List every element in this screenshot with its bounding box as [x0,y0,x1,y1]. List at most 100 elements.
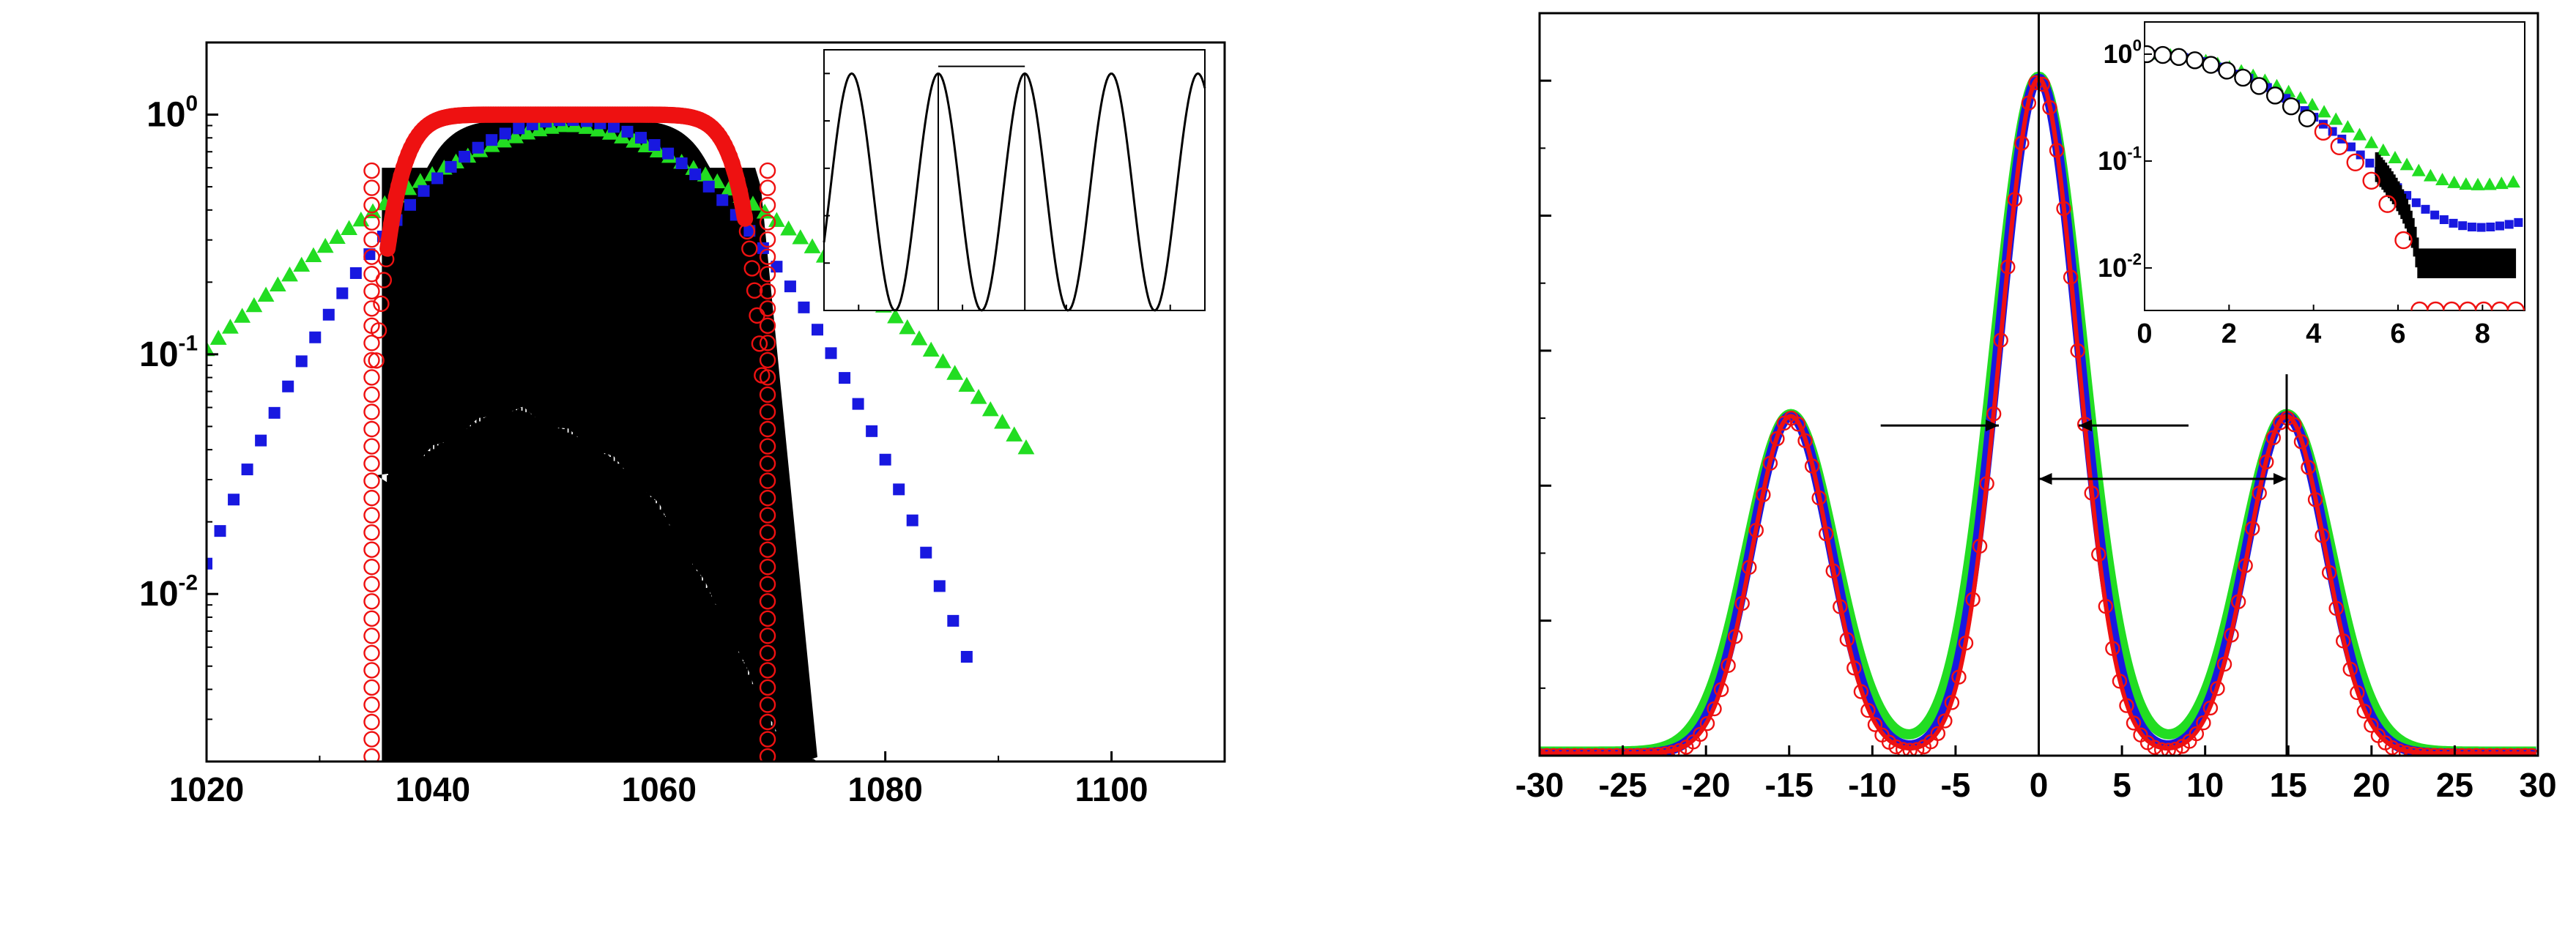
red-circle-marker [1797,433,1813,449]
x-tick-label: -10 [1848,766,1896,804]
red-circle-marker [1979,476,1994,491]
x-tick-label: 10 [2186,766,2224,804]
red-circle-marker [1958,635,1974,651]
green-triangle-marker [935,353,951,368]
blue-square-marker [743,225,756,237]
blue-square-marker [866,425,878,437]
red-circle-marker [743,260,760,277]
red-circle-marker [363,179,380,196]
red-circle-marker [1699,715,1715,731]
red-circle-marker [2216,656,2232,672]
blue-square-marker [445,160,457,173]
inset-green-triangle [2482,177,2497,190]
inset-green-triangle [2340,119,2355,133]
inset-red-circle [2314,122,2333,141]
panel-a: 1020 1040 1060 1080 1100 10-2 10-1 100 [139,41,1226,808]
green-triangle-marker [887,308,904,324]
red-circle-marker [363,610,380,628]
blue-square-marker [322,308,335,321]
red-circle-marker [759,472,776,489]
red-circle-marker [1944,695,1960,710]
blue-square-marker [906,514,918,526]
red-circle-marker [368,352,385,369]
red-circle-marker [2496,748,2512,756]
red-circle-marker [759,214,776,231]
red-circle-marker [1860,702,1876,718]
inset-blue-square [2514,217,2523,227]
red-circle-marker [759,628,776,644]
red-circle-marker [2070,343,2085,359]
inset-red-circle [2202,56,2220,74]
red-circle-marker [2398,745,2414,756]
red-circle-marker [363,351,380,369]
red-circle-marker [2301,460,2316,475]
inset-red-circle [2346,153,2364,171]
red-circle-marker [1721,658,1736,674]
red-circle-marker [2063,269,2079,285]
green-triangle-marker [209,330,227,345]
green-triangle-marker [970,389,987,404]
red-circle-marker [363,386,380,403]
red-circle-marker [2230,594,2246,609]
inset-green-triangle [2399,157,2414,171]
red-circle-marker [741,240,758,257]
red-circle-marker [363,628,380,644]
blue-square-marker [852,398,864,410]
red-circle-marker [2307,492,2323,507]
red-circle-marker [363,300,380,317]
inset-blue-square [2421,204,2430,214]
red-circle-marker [363,162,380,179]
red-circle-marker [363,266,380,283]
inset-green-triangle [2506,175,2520,188]
red-circle-marker [2000,259,2016,275]
red-circle-marker [1545,748,1562,756]
red-circle-marker [373,295,390,313]
inset-red-circle [2490,301,2509,310]
inset-blue-square [2476,223,2486,232]
x-tick-label: 0 [2030,766,2049,804]
inset-b-plot [2145,45,2525,310]
inset-red-circle [2153,45,2172,64]
red-circle-marker [363,662,380,679]
inset-blue-square [2356,150,2365,160]
delay-arrowhead-left [2038,473,2052,485]
red-circle-marker [363,196,380,214]
green-triangle-marker [281,266,298,282]
red-circle-marker [759,696,776,713]
red-circle-marker [1902,742,1918,756]
red-circle-marker [759,731,776,748]
red-circle-marker [2364,718,2379,733]
inset-blue-square [2430,210,2440,220]
red-circle-marker [759,593,776,610]
green-triangle-marker [946,365,964,380]
inset-blue-square [2486,222,2495,231]
red-circle-marker [759,455,776,472]
red-circle-marker [363,713,380,731]
red-circle-marker [1559,748,1575,756]
red-circle-marker [1748,523,1764,538]
red-circle-marker [1770,431,1785,447]
red-circle-marker [759,403,776,420]
red-circle-marker [363,438,380,455]
red-circle-marker [363,507,380,524]
inset-green-triangle [2435,173,2450,186]
red-circle-marker [363,731,380,748]
red-circle-marker [363,369,380,386]
red-circle-marker [759,179,776,196]
inset-green-triangle [2447,175,2462,188]
blue-square-marker [947,614,959,627]
red-circle-marker [2084,485,2099,501]
red-circle-marker [759,713,776,731]
blue-square-marker [825,347,837,360]
green-triangle-marker [697,166,714,182]
red-circle-marker [363,248,380,265]
green-triangle-marker [234,308,251,323]
red-circle-marker [363,472,380,489]
blue-square-marker [608,121,620,133]
blue-square-marker [349,267,362,279]
green-triangle-marker [207,340,215,357]
blue-square-marker [757,242,769,254]
red-circle-marker [1853,684,1869,699]
red-circle-marker [1965,592,1981,607]
